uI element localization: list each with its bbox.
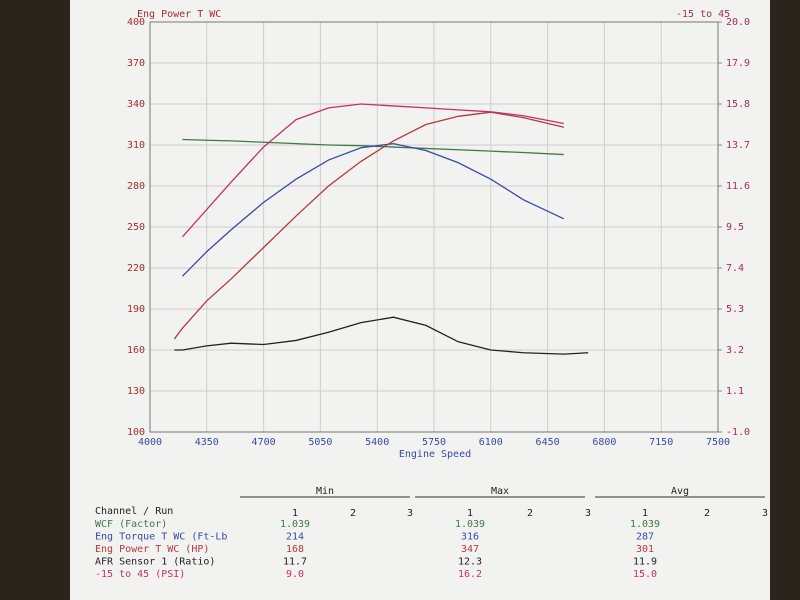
channel-name: Eng Torque T WC (Ft-Lb (95, 532, 227, 543)
y2-tick-label: 9.5 (726, 222, 744, 233)
group-header: Max (491, 486, 509, 497)
run-number: 1 (467, 508, 473, 519)
y-axis-label: Eng Power T WC (137, 9, 221, 20)
paper (70, 0, 770, 600)
run-number: 3 (762, 508, 768, 519)
series-line (182, 138, 564, 156)
channel-name: WCF (Factor) (95, 519, 167, 530)
table-cell: 1.039 (280, 519, 310, 530)
series-line (181, 142, 565, 277)
x-tick-label: 4700 (252, 437, 276, 448)
table-cell: 168 (286, 544, 304, 555)
table-cell: 1.039 (455, 519, 485, 530)
series-line (174, 316, 589, 355)
y-tick-label: 310 (127, 140, 145, 151)
x-tick-label: 4000 (138, 437, 162, 448)
y-tick-label: 250 (127, 222, 145, 233)
series-line (181, 103, 564, 238)
y2-tick-label: 7.4 (726, 263, 744, 274)
y2-tick-label: 3.2 (726, 345, 744, 356)
channel-name: AFR Sensor 1 (Ratio) (95, 557, 215, 568)
table-cell: 1.039 (630, 519, 660, 530)
group-header: Avg (671, 486, 689, 497)
x-tick-label: 5400 (365, 437, 389, 448)
x-axis-label: Engine Speed (399, 449, 471, 460)
table-cell: 287 (636, 532, 654, 543)
y-tick-label: 190 (127, 304, 145, 315)
table-cell: 347 (461, 544, 479, 555)
table-cell: 301 (636, 544, 654, 555)
y2-axis-label: -15 to 45 (676, 9, 730, 20)
table-cell: 12.3 (458, 557, 482, 568)
channel-name: Eng Power T WC (HP) (95, 544, 209, 555)
y-tick-label: 220 (127, 263, 145, 274)
y2-tick-label: 13.7 (726, 140, 750, 151)
run-number: 2 (704, 508, 710, 519)
table-cell: 316 (461, 532, 479, 543)
y-tick-label: 160 (127, 345, 145, 356)
y-tick-label: 130 (127, 386, 145, 397)
table-cell: 214 (286, 532, 304, 543)
x-tick-label: 5050 (308, 437, 332, 448)
table-header: Channel / Run (95, 506, 173, 517)
y2-tick-label: 11.6 (726, 181, 750, 192)
y2-tick-label: -1.0 (726, 427, 750, 438)
table-cell: 11.9 (633, 557, 657, 568)
run-number: 1 (292, 508, 298, 519)
x-tick-label: 7500 (706, 437, 730, 448)
table-cell: 11.7 (283, 557, 307, 568)
y2-tick-label: 5.3 (726, 304, 744, 315)
x-tick-label: 4350 (195, 437, 219, 448)
y2-tick-label: 1.1 (726, 386, 744, 397)
y-tick-label: 400 (127, 17, 145, 28)
y-tick-label: 340 (127, 99, 145, 110)
y2-tick-label: 20.0 (726, 17, 750, 28)
y-tick-label: 280 (127, 181, 145, 192)
run-number: 2 (350, 508, 356, 519)
plot-frame (149, 21, 719, 433)
y-tick-label: 100 (127, 427, 145, 438)
x-tick-label: 5750 (422, 437, 446, 448)
y2-tick-label: 15.8 (726, 99, 750, 110)
table-cell: 15.0 (633, 569, 657, 580)
series-line (173, 111, 564, 340)
channel-name: -15 to 45 (PSI) (95, 569, 185, 580)
x-tick-label: 6100 (479, 437, 503, 448)
run-number: 3 (585, 508, 591, 519)
y2-tick-label: 17.9 (726, 58, 750, 69)
run-number: 3 (407, 508, 413, 519)
y-tick-label: 370 (127, 58, 145, 69)
x-tick-label: 6450 (536, 437, 560, 448)
group-header: Min (316, 486, 334, 497)
x-tick-label: 6800 (592, 437, 616, 448)
run-number: 2 (527, 508, 533, 519)
table-cell: 9.0 (286, 569, 304, 580)
table-cell: 16.2 (458, 569, 482, 580)
x-tick-label: 7150 (649, 437, 673, 448)
run-number: 1 (642, 508, 648, 519)
